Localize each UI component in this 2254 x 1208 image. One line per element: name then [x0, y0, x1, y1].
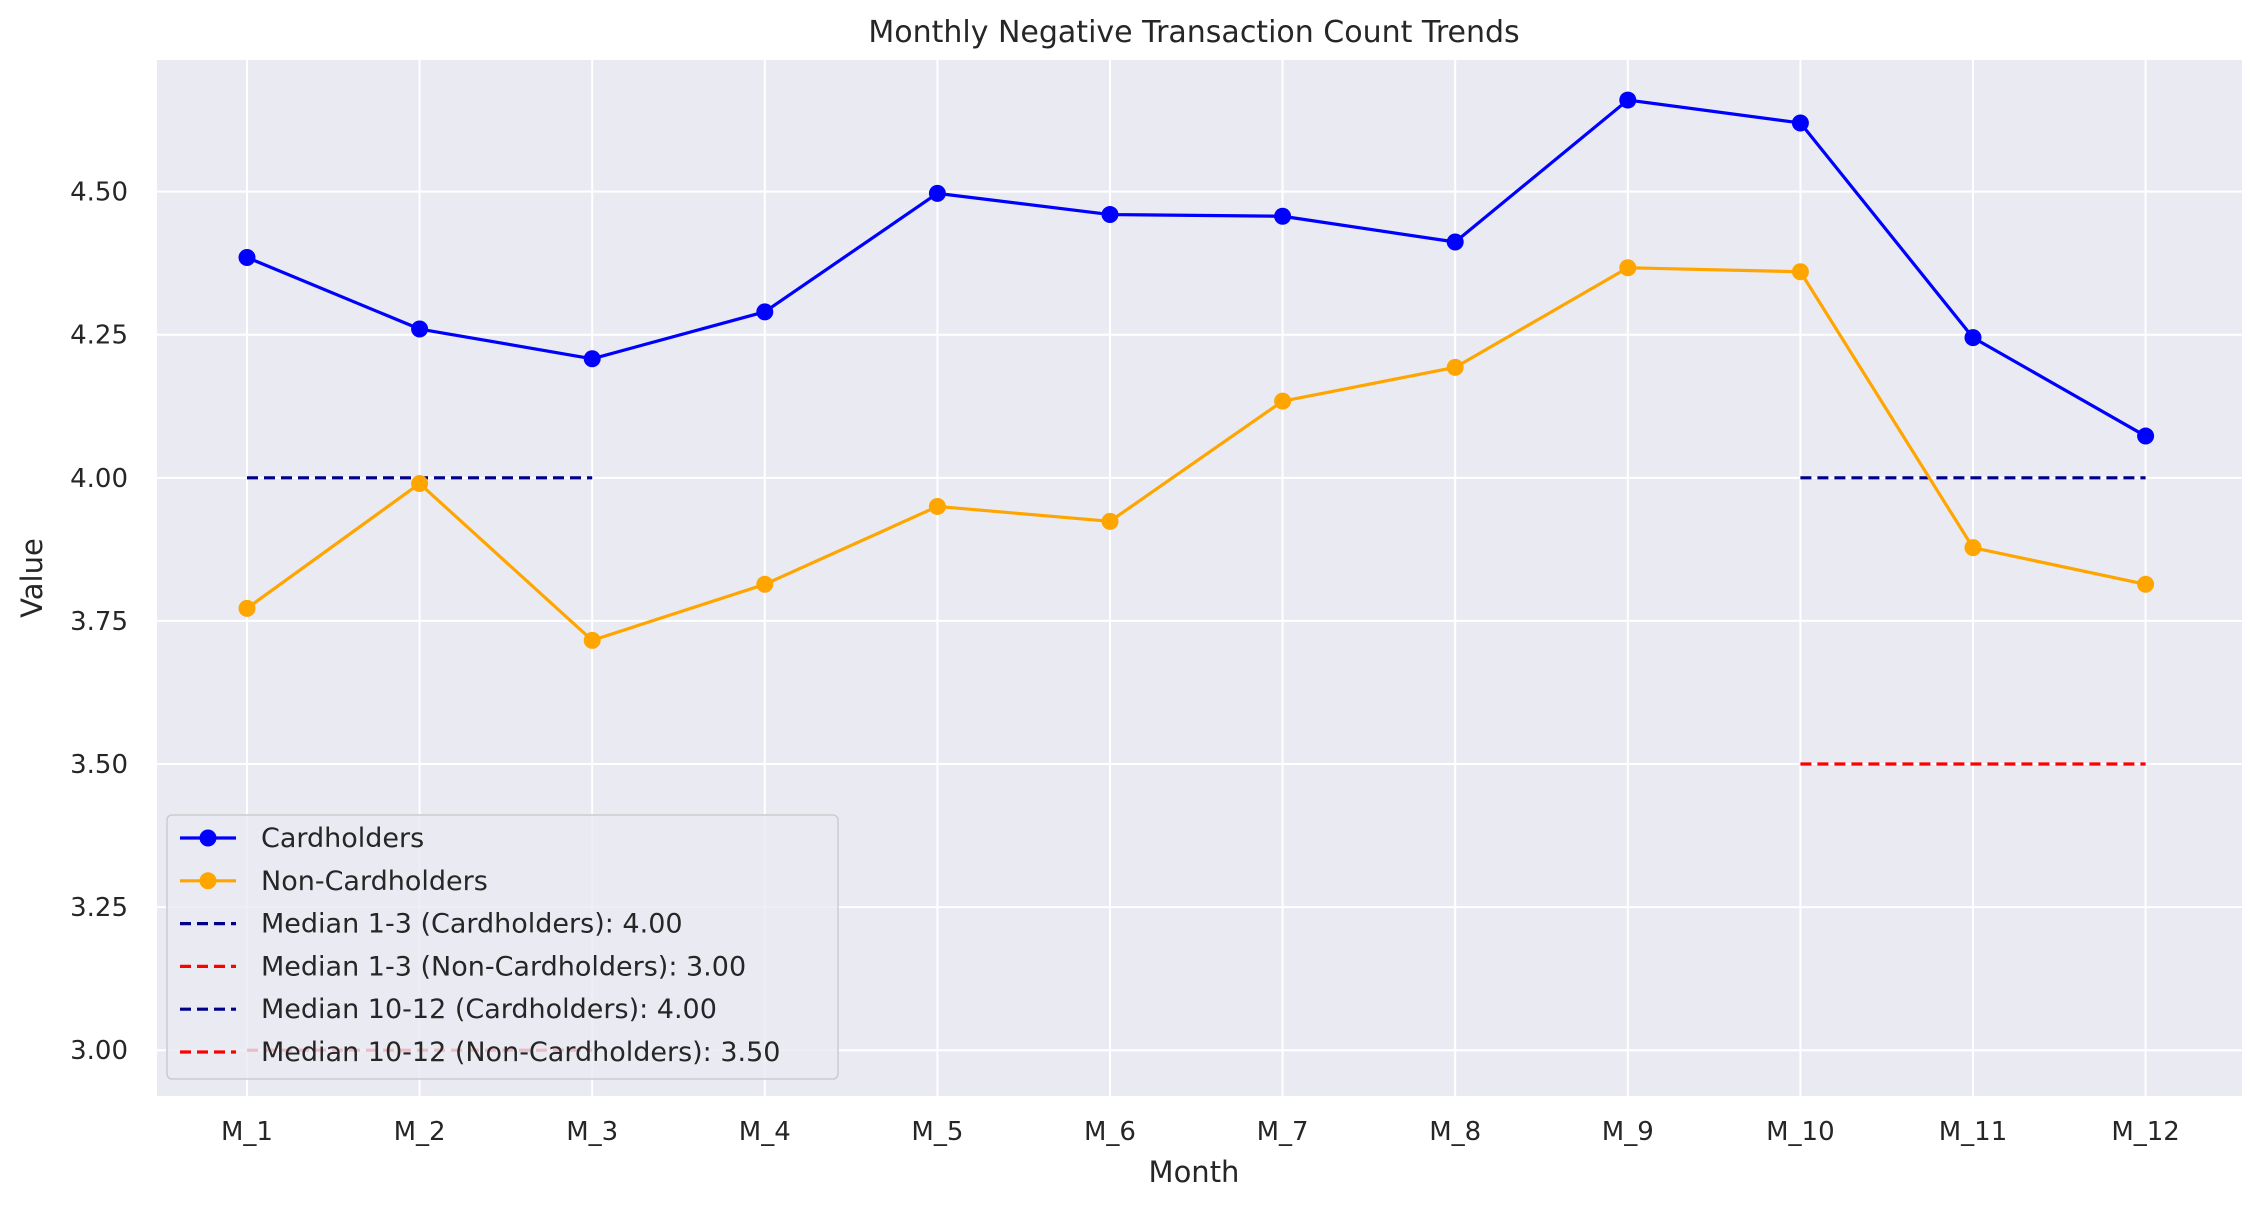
- data-point: [1274, 207, 1292, 225]
- legend-entry: Median 10-12 (Non-Cardholders): 3.50: [180, 1037, 780, 1068]
- x-tick-label: M_8: [1429, 1117, 1481, 1147]
- x-tick-label: M_3: [566, 1117, 618, 1147]
- legend-entry: Cardholders: [180, 823, 424, 854]
- x-tick-label: M_10: [1766, 1117, 1835, 1147]
- x-tick-labels: M_1 M_2 M_3 M_4 M_5 M_6 M_7 M_8 M_9 M_10 M_11 M_12: [221, 1117, 2180, 1147]
- series-line: [246, 266, 2146, 642]
- x-tick-label: M_11: [1939, 1117, 2008, 1147]
- y-tick-label: 4.00: [70, 464, 128, 494]
- legend-label: Median 1-3 (Cardholders): 4.00: [261, 909, 683, 940]
- legend-label: Cardholders: [261, 823, 424, 854]
- legend: Cardholders Non-Cardholders Median 1-3 (Ca…: [166, 814, 839, 1080]
- data-point: [1619, 259, 1637, 277]
- data-point: [928, 184, 946, 202]
- data-point: [411, 475, 429, 493]
- data-point: [756, 303, 774, 321]
- y-tick-label: 3.50: [70, 750, 128, 780]
- data-point: [1101, 512, 1119, 530]
- x-tick-label: M_12: [2111, 1117, 2180, 1147]
- legend-entry: Median 1-3 (Non-Cardholders): 3.00: [180, 951, 746, 982]
- data-point: [411, 320, 429, 338]
- legend-marker: [199, 872, 217, 890]
- legend-frame: [166, 814, 839, 1080]
- data-point: [1446, 358, 1464, 376]
- data-point: [238, 599, 256, 617]
- x-tick-label: M_6: [1084, 1117, 1136, 1147]
- legend-label: Median 10-12 (Cardholders): 4.00: [261, 994, 717, 1025]
- data-point: [1274, 392, 1292, 410]
- data-point: [1964, 329, 1982, 347]
- data-point: [238, 248, 256, 266]
- y-tick-label: 4.50: [70, 178, 128, 208]
- series-cardholders: [238, 91, 2155, 445]
- y-axis-label: Value: [15, 538, 49, 618]
- y-tick-label: 3.25: [70, 893, 128, 923]
- data-point: [1101, 206, 1119, 224]
- y-tick-label: 3.00: [70, 1036, 128, 1066]
- data-point: [1964, 539, 1982, 557]
- chart-title: Monthly Negative Transaction Count Trend…: [868, 15, 1519, 50]
- data-point: [1619, 91, 1637, 109]
- legend-label: Median 10-12 (Non-Cardholders): 3.50: [261, 1037, 780, 1068]
- data-point: [928, 497, 946, 515]
- data-point: [1791, 263, 1809, 281]
- x-tick-label: M_2: [394, 1117, 446, 1147]
- x-tick-label: M_4: [739, 1117, 791, 1147]
- data-point: [1791, 114, 1809, 132]
- y-tick-labels: 3.00 3.25 3.50 3.75 4.00 4.25 4.50: [70, 178, 128, 1067]
- y-tick-label: 4.25: [70, 321, 128, 351]
- x-tick-label: M_9: [1602, 1117, 1654, 1147]
- data-point: [2137, 427, 2155, 445]
- data-point: [2137, 575, 2155, 593]
- data-point: [1446, 233, 1464, 251]
- y-tick-label: 3.75: [70, 607, 128, 637]
- legend-entry: Median 10-12 (Cardholders): 4.00: [180, 994, 717, 1025]
- legend-label: Non-Cardholders: [261, 866, 488, 897]
- data-point: [756, 575, 774, 593]
- legend-entry: Median 1-3 (Cardholders): 4.00: [180, 909, 683, 940]
- data-point: [583, 631, 601, 649]
- legend-label: Median 1-3 (Non-Cardholders): 3.00: [261, 951, 746, 982]
- data-point: [583, 350, 601, 368]
- x-tick-label: M_1: [221, 1117, 273, 1147]
- legend-marker: [199, 829, 217, 847]
- series: [238, 91, 2155, 649]
- series-line: [246, 98, 2147, 438]
- series-non-cardholders: [238, 259, 2155, 649]
- legend-entry: Non-Cardholders: [180, 866, 488, 897]
- x-tick-label: M_7: [1257, 1117, 1309, 1147]
- x-axis-label: Month: [1149, 1155, 1240, 1189]
- x-tick-label: M_5: [911, 1117, 963, 1147]
